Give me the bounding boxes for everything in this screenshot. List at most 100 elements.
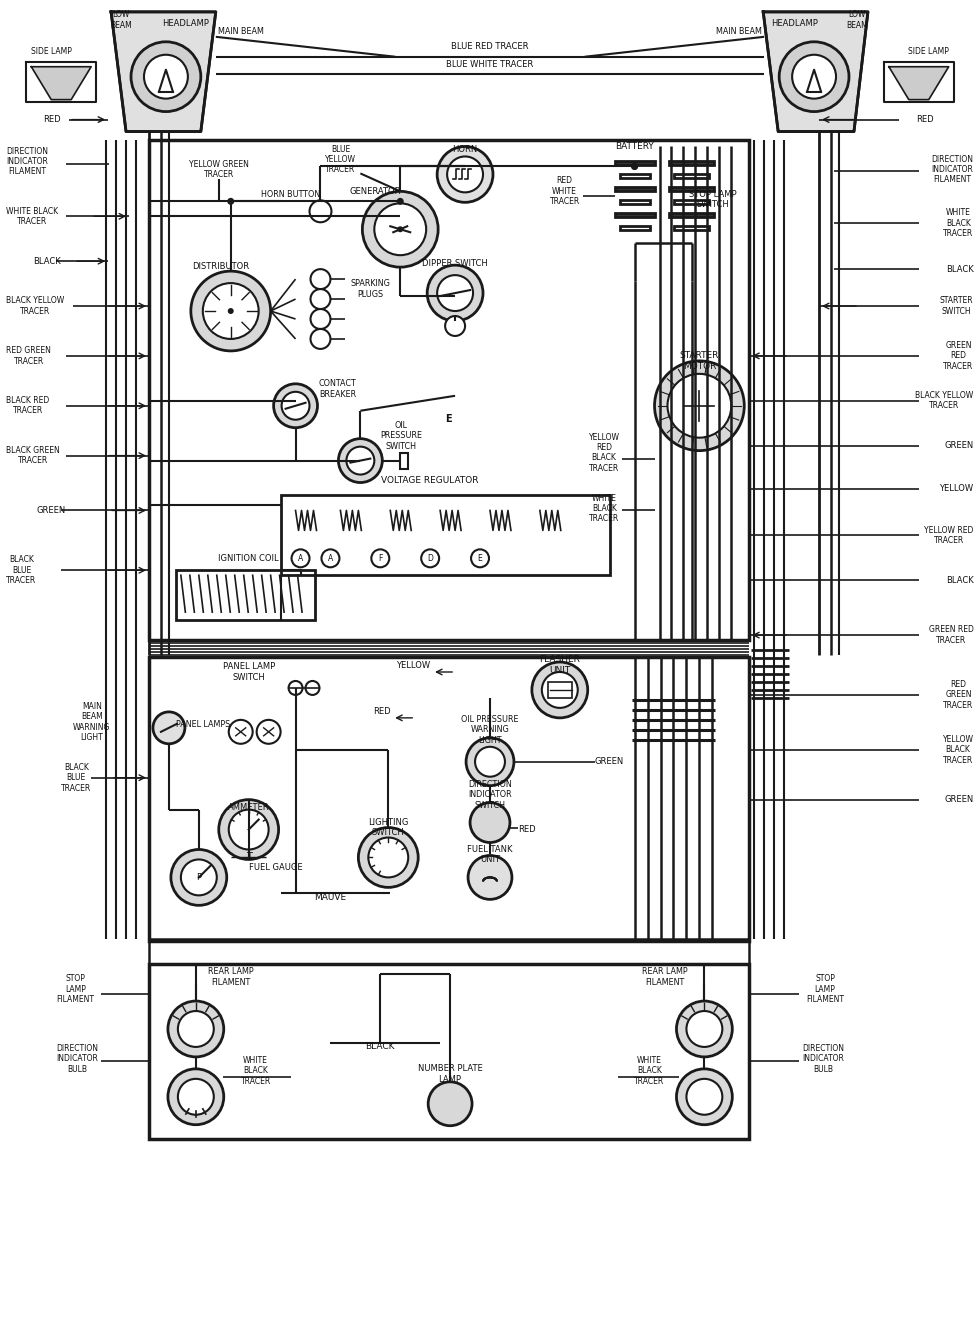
Circle shape: [631, 164, 638, 170]
Text: STOP
LAMP
FILAMENT: STOP LAMP FILAMENT: [56, 974, 94, 1004]
Circle shape: [437, 275, 472, 311]
Circle shape: [396, 198, 403, 205]
Circle shape: [131, 42, 200, 111]
Text: GREEN
RED
TRACER: GREEN RED TRACER: [943, 341, 973, 371]
Polygon shape: [763, 12, 867, 131]
Polygon shape: [888, 67, 948, 99]
Text: LOW
BEAM: LOW BEAM: [111, 11, 132, 30]
Circle shape: [427, 1082, 471, 1125]
Text: AMMETER: AMMETER: [228, 803, 269, 813]
Text: YELLOW: YELLOW: [396, 661, 429, 669]
Text: BATTERY: BATTERY: [614, 142, 653, 152]
Circle shape: [273, 384, 317, 428]
Text: E: E: [477, 554, 482, 563]
Bar: [619, 227, 648, 231]
Circle shape: [470, 550, 488, 567]
Bar: [149, 964, 748, 1139]
Text: E: E: [444, 414, 451, 424]
Circle shape: [358, 827, 418, 888]
Text: IGNITION COIL: IGNITION COIL: [218, 554, 279, 563]
Text: BLACK YELLOW
TRACER: BLACK YELLOW TRACER: [7, 296, 65, 315]
Text: BLUE WHITE TRACER: BLUE WHITE TRACER: [446, 60, 533, 70]
Text: STOP
LAMP
FILAMENT: STOP LAMP FILAMENT: [805, 974, 843, 1004]
Text: MAIN
BEAM
WARNING
LIGHT: MAIN BEAM WARNING LIGHT: [73, 701, 111, 742]
Circle shape: [631, 164, 638, 170]
Circle shape: [256, 720, 281, 744]
Text: GENERATOR: GENERATOR: [349, 186, 401, 196]
Text: MAUVE: MAUVE: [314, 893, 346, 902]
Circle shape: [229, 810, 268, 849]
Text: HEADLAMP: HEADLAMP: [770, 19, 817, 28]
Text: RED: RED: [915, 115, 933, 125]
Text: SPARKING
PLUGS: SPARKING PLUGS: [350, 279, 390, 299]
Text: T: T: [245, 853, 251, 862]
Text: LOW
BEAM: LOW BEAM: [845, 11, 867, 30]
Circle shape: [778, 42, 848, 111]
Circle shape: [531, 662, 587, 717]
Text: NUMBER PLATE
LAMP: NUMBER PLATE LAMP: [418, 1065, 482, 1084]
Circle shape: [466, 738, 513, 786]
Text: DIRECTION
INDICATOR
FILAMENT: DIRECTION INDICATOR FILAMENT: [7, 146, 48, 177]
Text: BLACK: BLACK: [945, 575, 973, 585]
Text: FUEL TANK
UNIT: FUEL TANK UNIT: [467, 845, 512, 864]
Text: WHITE
BLACK
TRACER: WHITE BLACK TRACER: [634, 1055, 664, 1086]
Text: BLACK GREEN
TRACER: BLACK GREEN TRACER: [7, 447, 60, 465]
Bar: [614, 188, 654, 192]
Bar: [614, 161, 654, 165]
Circle shape: [202, 283, 258, 339]
Bar: [400, 453, 408, 468]
Text: RED: RED: [43, 115, 61, 125]
Bar: [619, 200, 648, 204]
Text: GREEN: GREEN: [594, 758, 623, 766]
Text: GREEN RED
TRACER: GREEN RED TRACER: [928, 625, 973, 645]
Circle shape: [371, 550, 389, 567]
Text: PANEL LAMP
SWITCH: PANEL LAMP SWITCH: [222, 662, 275, 681]
Circle shape: [178, 1011, 213, 1047]
Text: GREEN: GREEN: [944, 441, 973, 451]
Text: D: D: [426, 554, 432, 563]
Text: CONTACT
BREAKER: CONTACT BREAKER: [318, 380, 356, 398]
Bar: [281, 495, 609, 575]
Circle shape: [310, 308, 331, 329]
Text: RED: RED: [373, 708, 390, 716]
Text: DIPPER SWITCH: DIPPER SWITCH: [422, 259, 487, 268]
Circle shape: [368, 838, 408, 877]
Text: RED GREEN
TRACER: RED GREEN TRACER: [7, 346, 51, 366]
Text: BLACK: BLACK: [945, 264, 973, 274]
Circle shape: [228, 308, 234, 314]
Text: RED: RED: [517, 825, 535, 834]
Text: LIGHTING
SWITCH: LIGHTING SWITCH: [368, 818, 408, 837]
Circle shape: [362, 192, 438, 267]
Circle shape: [144, 55, 188, 99]
Circle shape: [421, 550, 439, 567]
Circle shape: [676, 1002, 732, 1057]
Text: GREEN: GREEN: [944, 795, 973, 805]
Text: A: A: [328, 554, 333, 563]
Circle shape: [310, 329, 331, 349]
Circle shape: [469, 803, 510, 842]
Bar: [674, 174, 709, 178]
Text: DIRECTION
INDICATOR
BULB: DIRECTION INDICATOR BULB: [801, 1045, 843, 1074]
Text: BLUE
YELLOW
TRACER: BLUE YELLOW TRACER: [325, 145, 356, 174]
Circle shape: [229, 720, 252, 744]
Text: DISTRIBUTOR: DISTRIBUTOR: [192, 261, 249, 271]
Text: OIL
PRESSURE
SWITCH: OIL PRESSURE SWITCH: [379, 421, 422, 451]
Circle shape: [541, 672, 577, 708]
Text: MAIN BEAM: MAIN BEAM: [217, 27, 263, 36]
Circle shape: [227, 198, 234, 205]
Circle shape: [437, 146, 493, 202]
Text: PANEL LAMPS: PANEL LAMPS: [176, 720, 231, 730]
Bar: [669, 213, 714, 217]
Circle shape: [654, 361, 743, 451]
Circle shape: [467, 856, 511, 900]
Circle shape: [310, 290, 331, 308]
Circle shape: [282, 392, 309, 420]
Text: SIDE LAMP: SIDE LAMP: [908, 47, 949, 56]
Text: STARTER
SWITCH: STARTER SWITCH: [939, 296, 973, 315]
Text: DIRECTION
INDICATOR
BULB: DIRECTION INDICATOR BULB: [56, 1045, 98, 1074]
Circle shape: [191, 271, 270, 351]
Circle shape: [291, 550, 309, 567]
Text: BLACK
BLUE
TRACER: BLACK BLUE TRACER: [62, 763, 91, 793]
Text: HORN: HORN: [452, 145, 477, 154]
Circle shape: [667, 374, 731, 437]
